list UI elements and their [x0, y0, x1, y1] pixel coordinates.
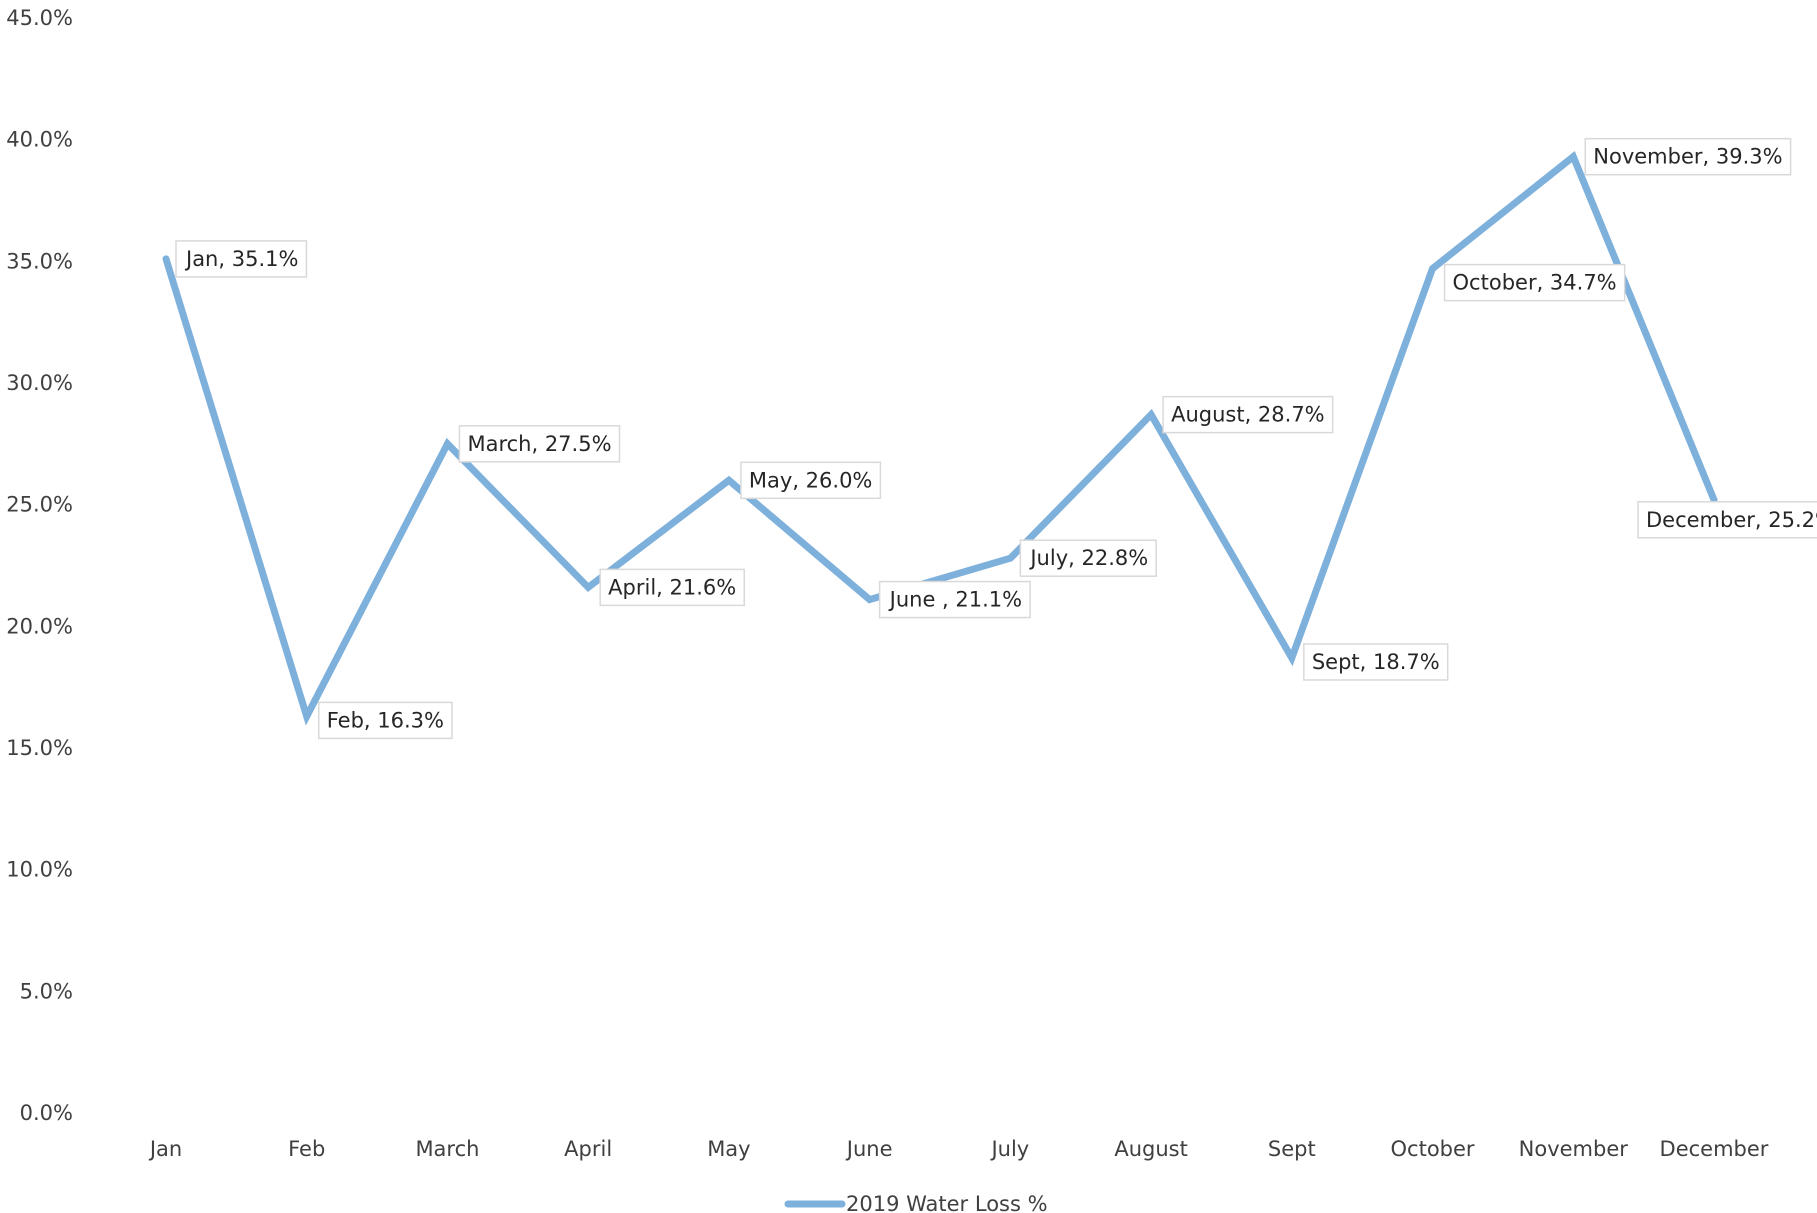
- data-label-box: [175, 240, 308, 278]
- data-label-box: [317, 701, 453, 740]
- y-tick-label: 15.0%: [6, 736, 73, 760]
- legend-label: 2019 Water Loss %: [846, 1192, 1048, 1213]
- x-tick-label: December: [1660, 1137, 1769, 1161]
- x-tick-label: November: [1519, 1137, 1629, 1161]
- data-label-text: Feb, 16.3%: [327, 708, 444, 732]
- y-tick-label: 10.0%: [6, 858, 73, 882]
- data-label: May, 26.0%: [740, 461, 882, 500]
- data-label-text: Jan, 35.1%: [184, 247, 298, 271]
- y-tick-label: 40.0%: [6, 128, 73, 152]
- data-label: July, 22.8%: [1019, 539, 1157, 577]
- x-tick-label: August: [1114, 1137, 1188, 1161]
- x-tick-label: April: [564, 1137, 612, 1161]
- y-axis: 0.0% 5.0% 10.0% 15.0% 20.0% 25.0% 30.0% 35.0% 40…: [6, 6, 73, 1125]
- data-label-box: [1162, 395, 1334, 434]
- data-label-box: [1443, 263, 1626, 302]
- data-label: Jan, 35.1%: [175, 240, 308, 278]
- data-label-text: Sept, 18.7%: [1312, 650, 1440, 674]
- data-label-text: December, 25.2%: [1646, 508, 1817, 532]
- data-label-text: August, 28.7%: [1171, 403, 1325, 427]
- series-layer: [162, 151, 1718, 726]
- x-tick-label: May: [707, 1137, 750, 1161]
- data-label-box: [1303, 643, 1449, 681]
- x-tick-label: March: [415, 1137, 479, 1161]
- data-label: August, 28.7%: [1162, 395, 1334, 434]
- data-label: June , 21.1%: [878, 580, 1031, 619]
- data-label: April, 21.6%: [599, 568, 745, 607]
- data-label-box: [1019, 539, 1157, 577]
- data-label: March, 27.5%: [458, 425, 621, 463]
- data-label-box: [1584, 137, 1792, 176]
- y-tick-label: 30.0%: [6, 371, 73, 395]
- data-label-text: July, 22.8%: [1028, 546, 1148, 570]
- y-tick-label: 45.0%: [6, 6, 73, 30]
- data-label-box: [458, 425, 621, 463]
- data-label-text: May, 26.0%: [749, 468, 872, 492]
- data-label-box: [599, 568, 745, 607]
- data-label-box: [878, 580, 1031, 619]
- data-label-text: October, 34.7%: [1453, 271, 1617, 295]
- data-label: Feb, 16.3%: [317, 701, 453, 740]
- x-tick-label: Feb: [288, 1137, 325, 1161]
- data-label: November, 39.3%: [1584, 137, 1792, 176]
- x-tick-label: Jan: [148, 1137, 182, 1161]
- y-tick-label: 25.0%: [6, 493, 73, 517]
- x-tick-label: June: [845, 1137, 893, 1161]
- y-tick-label: 5.0%: [20, 979, 73, 1003]
- data-label: Sept, 18.7%: [1303, 643, 1449, 681]
- data-label-text: June , 21.1%: [888, 588, 1022, 612]
- data-label-text: March, 27.5%: [467, 432, 611, 456]
- series-line: [162, 151, 1718, 726]
- data-label-text: November, 39.3%: [1593, 145, 1782, 169]
- data-label-box: [1637, 501, 1817, 539]
- y-tick-label: 0.0%: [20, 1101, 73, 1125]
- x-axis: Jan Feb March April May June July August Sept Oct…: [148, 1137, 1769, 1161]
- data-label: December, 25.2%: [1637, 501, 1817, 539]
- data-label-box: [740, 461, 882, 500]
- y-tick-label: 20.0%: [6, 614, 73, 638]
- data-label: October, 34.7%: [1443, 263, 1626, 302]
- y-tick-label: 35.0%: [6, 249, 73, 273]
- legend: 2019 Water Loss %: [784, 1192, 1048, 1213]
- x-tick-label: October: [1391, 1137, 1475, 1161]
- x-tick-label: Sept: [1268, 1137, 1316, 1161]
- x-tick-label: July: [989, 1137, 1029, 1161]
- data-label-text: April, 21.6%: [608, 575, 736, 599]
- data-labels: Jan, 35.1% Feb, 16.3% March, 27.5% April, 2…: [175, 137, 1817, 740]
